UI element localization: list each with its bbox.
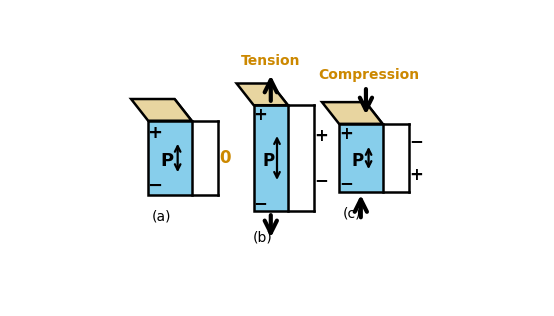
Text: (a): (a): [152, 210, 171, 224]
Polygon shape: [339, 124, 383, 192]
Polygon shape: [322, 102, 383, 124]
Polygon shape: [254, 105, 288, 211]
Text: (b): (b): [253, 230, 272, 244]
Polygon shape: [148, 121, 192, 195]
Text: +: +: [147, 124, 162, 142]
Text: +: +: [314, 127, 328, 145]
Polygon shape: [175, 99, 192, 195]
Text: P: P: [262, 152, 274, 170]
Text: +: +: [409, 166, 423, 184]
Text: −: −: [253, 194, 267, 212]
Polygon shape: [131, 99, 192, 121]
Text: Compression: Compression: [319, 68, 419, 82]
Text: −: −: [314, 171, 328, 189]
Text: −: −: [147, 177, 162, 195]
Polygon shape: [271, 83, 288, 211]
Text: +: +: [339, 125, 353, 143]
Text: −: −: [409, 132, 423, 150]
Polygon shape: [366, 102, 383, 192]
Text: P: P: [160, 152, 173, 170]
Text: (c): (c): [343, 207, 362, 221]
Text: +: +: [253, 106, 267, 124]
Polygon shape: [237, 83, 288, 105]
Text: −: −: [339, 174, 353, 192]
Text: 0: 0: [219, 149, 230, 167]
Text: P: P: [352, 152, 364, 170]
Text: Tension: Tension: [241, 54, 300, 68]
